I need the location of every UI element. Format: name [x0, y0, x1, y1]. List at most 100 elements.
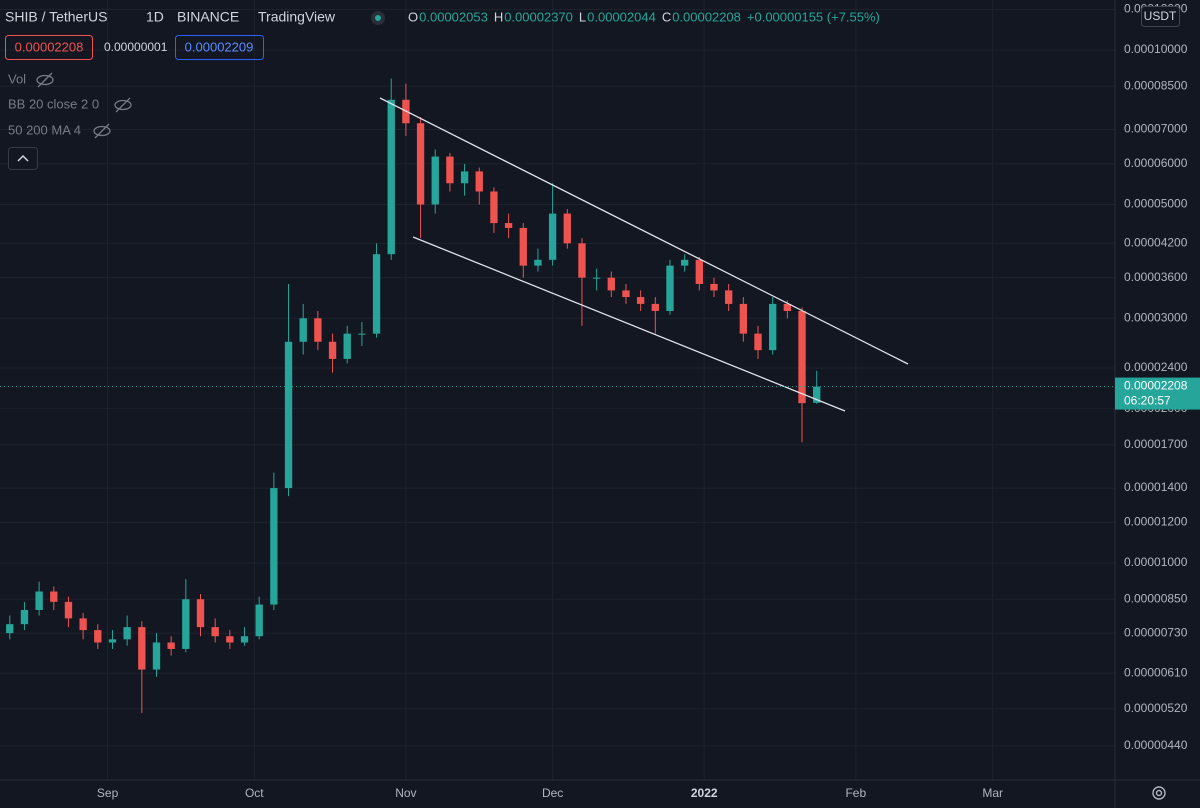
candle-body: [754, 333, 762, 351]
candle-body: [211, 627, 219, 637]
y-tick-label: 0.00000520: [1124, 701, 1188, 715]
y-tick-label: 0.00010000: [1124, 42, 1188, 56]
grid: [0, 0, 1115, 780]
candle-body: [548, 213, 557, 260]
y-tick-label: 0.00001400: [1124, 480, 1188, 494]
ohlc-key: L: [579, 9, 586, 24]
x-tick-label: Nov: [395, 786, 416, 800]
ohlc-key: C: [662, 9, 671, 24]
axis-labels: 0.000120000.000100000.000085000.00007000…: [97, 2, 1188, 801]
x-tick-label: Oct: [245, 786, 264, 800]
y-tick-label: 0.00000610: [1124, 665, 1188, 679]
candle-body: [534, 259, 542, 266]
candle-body: [6, 624, 14, 634]
candle-body: [636, 297, 645, 304]
candle-body: [138, 627, 146, 670]
candle-body: [695, 259, 703, 284]
candle-body: [358, 333, 366, 335]
candle-body: [152, 642, 161, 670]
candle-body: [35, 591, 43, 610]
spread: 0.00000001: [104, 40, 168, 54]
currency: USDT: [1144, 9, 1177, 23]
sell-box[interactable]: [5, 35, 93, 60]
x-tick-label: Dec: [542, 786, 563, 800]
symbol-title: SHIB / TetherUS: [5, 9, 107, 25]
trend-line: [379, 97, 909, 365]
y-tick-label: 0.00008500: [1124, 78, 1188, 92]
y-tick-label: 0.00001000: [1124, 555, 1188, 569]
candle-body: [328, 341, 337, 359]
candle-body: [182, 599, 190, 649]
candles: [6, 78, 821, 714]
y-tick-label: 0.00003000: [1124, 310, 1188, 324]
ohlc-key: H: [494, 9, 503, 24]
collapse-button[interactable]: [8, 147, 38, 170]
candle-body: [504, 223, 513, 228]
hidden-icons: [36, 72, 132, 139]
ohlc-legend: O 0.00002053 H 0.00002370 L 0.00002044 C 0.0000…: [408, 9, 880, 24]
candle-body: [578, 243, 586, 278]
x-tick-label: 2022: [691, 786, 718, 800]
candle-body: [460, 171, 469, 184]
candle-body: [519, 227, 527, 266]
candle-body: [299, 318, 307, 342]
y-tick-label: 0.00002400: [1124, 360, 1188, 374]
indicator-label[interactable]: 50 200 MA 4: [8, 122, 81, 137]
candle-body: [798, 310, 806, 404]
sell-price: 0.00002208: [15, 39, 84, 54]
candle-body: [680, 259, 689, 266]
source: TradingView: [258, 9, 336, 25]
candle-body: [416, 123, 425, 205]
candle-body: [592, 277, 601, 279]
y-tick-label: 0.00001200: [1124, 515, 1188, 529]
candle-body: [710, 283, 718, 291]
indicator-label[interactable]: BB 20 close 2 0: [8, 96, 99, 111]
ohlc-value: 0.00002208: [672, 9, 741, 24]
candle-body: [372, 254, 381, 334]
candle-body: [622, 290, 630, 298]
y-tick-label: 0.00006000: [1124, 156, 1188, 170]
x-tick-label: Sep: [97, 786, 119, 800]
currency-box[interactable]: [1141, 6, 1180, 27]
y-tick-label: 0.00007000: [1124, 122, 1188, 136]
ohlc-value: 0.00002053: [419, 9, 488, 24]
time-axis: [0, 780, 1200, 808]
candle-body: [270, 488, 278, 605]
candle-body: [20, 609, 29, 625]
settings-icon[interactable]: [1152, 786, 1166, 800]
y-tick-label: 0.00000730: [1124, 625, 1188, 639]
y-tick-label: 0.00004200: [1124, 235, 1188, 249]
interval: 1D: [146, 9, 164, 25]
buy-box[interactable]: [175, 35, 264, 60]
candle-body: [255, 604, 263, 637]
y-tick-label: 0.00000440: [1124, 738, 1188, 752]
y-tick-label: 0.00001700: [1124, 437, 1188, 451]
candle-body: [284, 341, 293, 489]
candle-body: [724, 290, 733, 304]
candle-body: [79, 618, 87, 631]
candle-body: [813, 386, 821, 403]
candle-body: [563, 213, 571, 244]
candle-body: [490, 191, 498, 224]
buy-price: 0.00002209: [185, 39, 254, 54]
exchange: BINANCE: [177, 9, 239, 25]
ohlc-change: +0.00000155 (+7.55%): [747, 9, 880, 24]
candle-body: [108, 639, 117, 643]
candle-body: [196, 599, 205, 628]
x-tick-label: Mar: [982, 786, 1003, 800]
candle-body: [343, 333, 351, 359]
ohlc-key: O: [408, 9, 418, 24]
candle-body: [475, 171, 483, 192]
trend-line: [412, 236, 846, 412]
indicator-label[interactable]: Vol: [8, 71, 26, 86]
candle-body: [123, 627, 131, 640]
candle-body: [783, 303, 792, 311]
candle-body: [387, 99, 395, 255]
candle-body: [739, 303, 748, 334]
candle-body: [64, 601, 73, 619]
x-tick-label: Feb: [845, 786, 866, 800]
candle-body: [314, 318, 322, 342]
